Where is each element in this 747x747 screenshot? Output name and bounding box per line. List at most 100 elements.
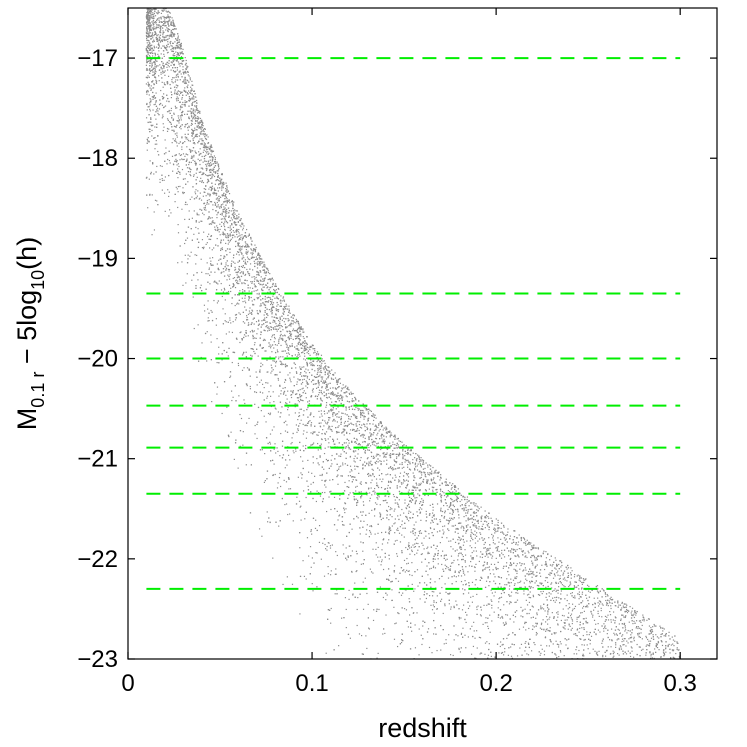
scatter-point bbox=[161, 104, 164, 106]
scatter-point bbox=[464, 504, 466, 506]
scatter-point bbox=[413, 467, 416, 470]
scatter-point bbox=[356, 428, 359, 430]
scatter-point bbox=[599, 631, 601, 633]
scatter-point bbox=[415, 489, 417, 491]
scatter-point bbox=[446, 537, 448, 539]
scatter-point bbox=[196, 254, 198, 257]
scatter-point bbox=[331, 393, 334, 396]
scatter-point bbox=[280, 295, 282, 297]
scatter-point bbox=[249, 375, 251, 377]
scatter-point bbox=[323, 575, 326, 577]
scatter-point bbox=[296, 383, 298, 385]
scatter-point bbox=[319, 456, 321, 458]
scatter-point bbox=[627, 650, 629, 652]
scatter-point bbox=[344, 413, 346, 415]
scatter-point bbox=[301, 342, 303, 344]
scatter-point bbox=[375, 445, 377, 447]
scatter-point bbox=[566, 576, 569, 578]
scatter-point bbox=[147, 35, 150, 37]
scatter-point bbox=[663, 628, 665, 630]
scatter-point bbox=[345, 385, 347, 387]
scatter-point bbox=[324, 484, 326, 486]
scatter-point bbox=[306, 375, 309, 378]
scatter-point bbox=[214, 183, 216, 185]
scatter-point bbox=[316, 434, 318, 436]
scatter-point bbox=[287, 513, 289, 516]
scatter-point bbox=[261, 258, 263, 260]
scatter-point bbox=[281, 350, 283, 352]
scatter-point bbox=[462, 555, 464, 558]
scatter-point bbox=[368, 443, 370, 445]
scatter-point bbox=[377, 546, 379, 549]
scatter-point bbox=[233, 234, 235, 236]
scatter-point bbox=[290, 325, 292, 327]
scatter-point bbox=[493, 580, 495, 582]
scatter-point bbox=[491, 592, 493, 594]
scatter-point bbox=[276, 325, 278, 327]
scatter-point bbox=[472, 519, 475, 521]
scatter-point bbox=[659, 625, 661, 627]
scatter-point bbox=[320, 370, 322, 372]
scatter-point bbox=[377, 432, 379, 434]
scatter-point bbox=[273, 336, 276, 339]
scatter-point bbox=[416, 511, 418, 513]
scatter-point bbox=[445, 568, 447, 570]
scatter-point bbox=[650, 626, 652, 629]
scatter-point bbox=[367, 488, 370, 490]
scatter-point bbox=[523, 539, 526, 541]
scatter-point bbox=[597, 602, 599, 604]
scatter-point bbox=[330, 607, 332, 610]
scatter-point bbox=[345, 547, 347, 549]
scatter-point bbox=[491, 607, 493, 609]
scatter-point bbox=[229, 274, 231, 276]
scatter-point bbox=[256, 333, 258, 335]
scatter-point bbox=[264, 270, 266, 272]
scatter-point bbox=[426, 479, 428, 481]
scatter-point bbox=[368, 417, 370, 419]
scatter-point bbox=[203, 134, 205, 136]
scatter-point bbox=[386, 431, 388, 433]
scatter-point bbox=[202, 151, 204, 153]
scatter-point bbox=[344, 420, 346, 423]
scatter-point bbox=[635, 620, 638, 622]
scatter-point bbox=[180, 92, 182, 95]
scatter-point bbox=[191, 196, 193, 198]
scatter-point bbox=[296, 431, 298, 433]
scatter-point bbox=[162, 15, 164, 18]
scatter-point bbox=[270, 339, 272, 341]
scatter-point bbox=[427, 574, 429, 576]
scatter-point bbox=[533, 556, 535, 558]
scatter-point bbox=[433, 514, 435, 516]
scatter-point bbox=[297, 337, 299, 340]
scatter-point bbox=[255, 246, 257, 249]
scatter-point bbox=[336, 421, 338, 423]
scatter-point bbox=[360, 427, 363, 429]
scatter-point bbox=[460, 527, 462, 529]
scatter-point bbox=[237, 218, 239, 220]
scatter-point bbox=[174, 138, 177, 140]
scatter-point bbox=[385, 499, 387, 501]
scatter-point bbox=[150, 171, 152, 173]
scatter-point bbox=[191, 123, 193, 125]
scatter-point bbox=[251, 252, 253, 254]
scatter-point bbox=[242, 245, 244, 247]
scatter-point bbox=[647, 618, 650, 620]
scatter-point bbox=[176, 91, 178, 93]
scatter-point bbox=[359, 482, 361, 484]
scatter-point bbox=[213, 299, 215, 302]
scatter-point bbox=[372, 455, 375, 457]
scatter-point bbox=[571, 618, 573, 621]
scatter-point bbox=[338, 514, 341, 516]
scatter-point bbox=[196, 117, 199, 120]
scatter-point bbox=[327, 446, 329, 448]
scatter-point bbox=[191, 135, 193, 137]
scatter-point bbox=[497, 586, 499, 588]
scatter-point bbox=[186, 86, 189, 89]
scatter-point bbox=[306, 431, 308, 433]
scatter-point bbox=[181, 142, 184, 145]
scatter-point bbox=[501, 531, 503, 533]
scatter-point bbox=[366, 592, 368, 595]
scatter-point bbox=[302, 328, 304, 330]
scatter-point bbox=[638, 635, 640, 638]
scatter-point bbox=[192, 150, 194, 152]
